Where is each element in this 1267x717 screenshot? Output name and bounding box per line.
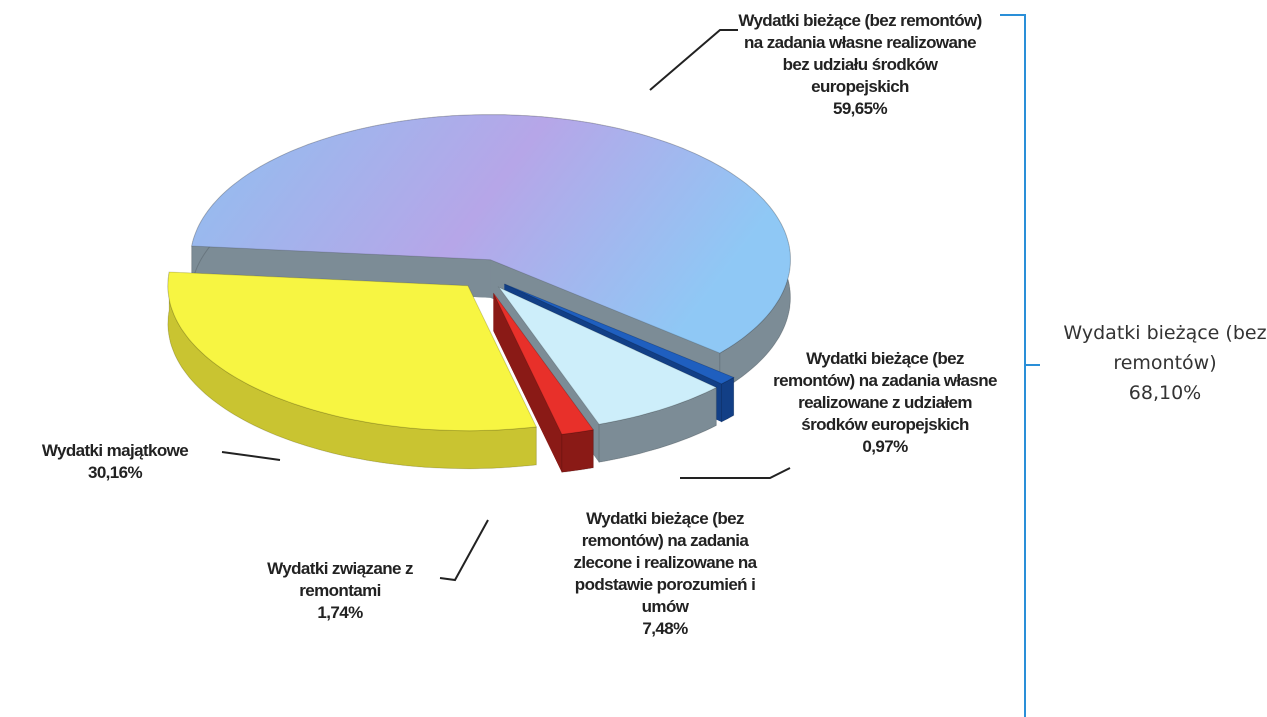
group-bracket: [1000, 14, 1040, 717]
label-value: 7,48%: [642, 619, 688, 638]
label-name: Wydatki związane z remontami: [267, 559, 413, 600]
slice-label: Wydatki bieżące (bez remontów) na zadani…: [770, 348, 1000, 458]
label-name: Wydatki majątkowe: [41, 441, 189, 460]
slice: [191, 114, 791, 354]
label-value: 0,97%: [862, 437, 908, 456]
slice-label: Wydatki majątkowe 30,16%: [0, 440, 230, 484]
slice: [492, 292, 595, 435]
group-label: Wydatki bieżące (bez remontów) 68,10%: [1060, 318, 1267, 408]
leader-lines: [221, 29, 791, 582]
label-value: 59,65%: [832, 99, 888, 118]
label-name: Wydatki bieżące (bez remontów) na zadani…: [773, 349, 997, 434]
slice: [497, 286, 718, 425]
label-value: 1,74%: [317, 603, 363, 622]
slice-side: [493, 293, 562, 473]
pie: [167, 114, 791, 473]
slice-label: Wydatki związane z remontami 1,74%: [240, 558, 440, 624]
leader-line: [439, 519, 489, 582]
slice-side: [561, 429, 594, 473]
group-value: 68,10%: [1128, 382, 1202, 404]
label-name: Wydatki bieżące (bez remontów) na zadani…: [738, 11, 982, 96]
slice-label: Wydatki bieżące (bez remontów) na zadani…: [560, 508, 770, 640]
slice-side: [721, 376, 735, 423]
slice-label: Wydatki bieżące (bez remontów) na zadani…: [735, 10, 985, 120]
label-value: 30,16%: [87, 463, 143, 482]
leader-line: [680, 467, 791, 479]
leader-line: [221, 451, 281, 461]
slice: [504, 283, 735, 385]
slice: [167, 271, 538, 432]
label-name: Wydatki bieżące (bez remontów) na zadani…: [573, 509, 757, 616]
leader-line: [649, 29, 738, 91]
group-name: Wydatki bieżące (bez remontów): [1063, 322, 1267, 374]
